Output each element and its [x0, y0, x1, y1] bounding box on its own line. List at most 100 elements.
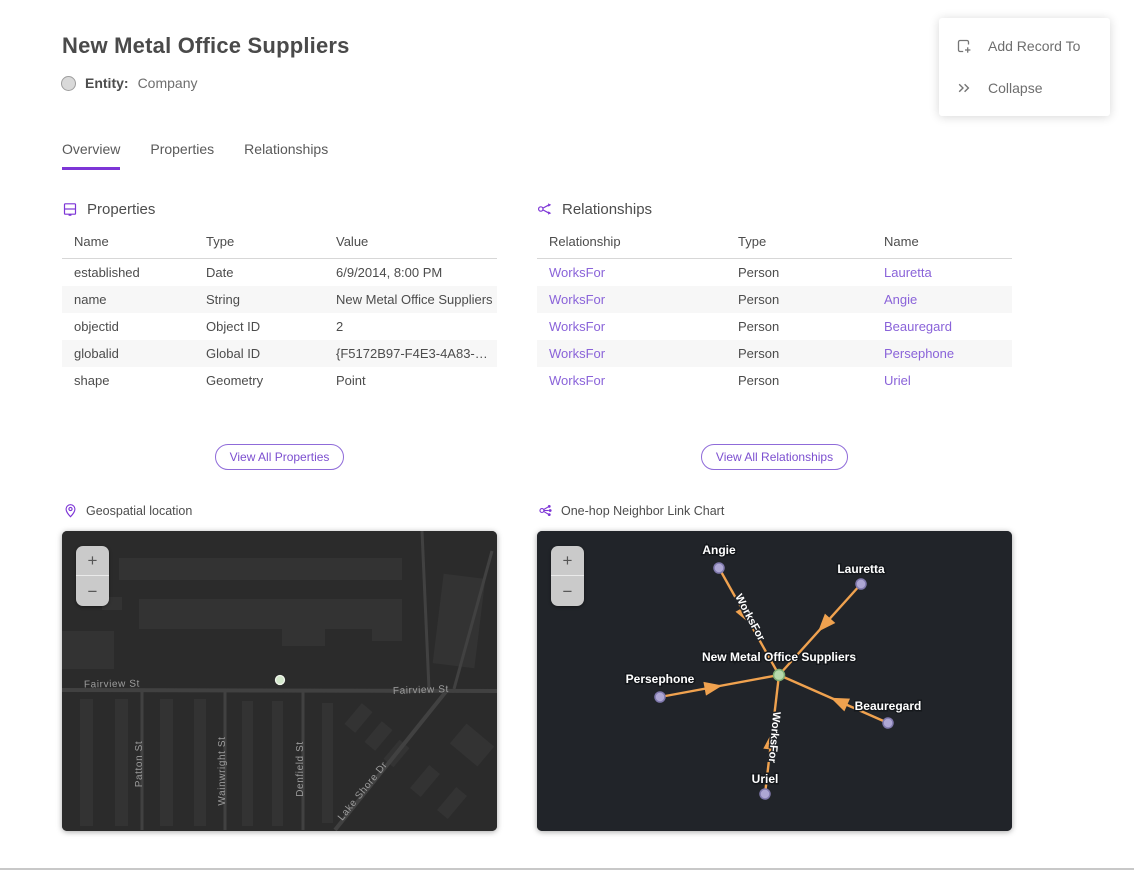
graph-node[interactable] — [882, 717, 894, 729]
street-label: Denfield St — [295, 741, 306, 797]
map-building — [160, 699, 173, 826]
table-row: WorksFor Person Uriel — [537, 367, 1012, 394]
entity-link[interactable]: Beauregard — [884, 319, 952, 334]
table-cell: Person — [738, 373, 780, 388]
graph-node[interactable] — [713, 562, 725, 574]
column-header: Relationship — [537, 219, 738, 259]
zoom-out-button[interactable]: − — [76, 576, 109, 606]
entity-link[interactable]: Uriel — [884, 373, 911, 388]
table-row: objectid Object ID 2 — [62, 313, 497, 340]
relationship-link[interactable]: WorksFor — [549, 292, 606, 307]
table-cell: Global ID — [206, 346, 261, 361]
column-header: Name — [62, 219, 206, 259]
node-label: Lauretta — [837, 562, 885, 576]
table-cell: String — [206, 292, 240, 307]
node-label: Beauregard — [855, 699, 922, 713]
node-label: Angie — [702, 543, 736, 557]
view-all-relationships-button[interactable]: View All Relationships — [700, 444, 849, 470]
link-chart-canvas[interactable]: WorksForWorksForAngieLaurettaBeauregardP… — [537, 531, 1012, 831]
add-record-icon — [957, 39, 971, 53]
map-building — [272, 701, 283, 826]
table-cell: Object ID — [206, 319, 261, 334]
relationship-link[interactable]: WorksFor — [549, 346, 606, 361]
entity-type-value: Company — [137, 75, 198, 91]
map-building — [364, 721, 393, 751]
map-canvas[interactable]: Fairview St Fairview St Patton St Wainwrigh… — [62, 531, 497, 831]
graph-node[interactable] — [855, 578, 867, 590]
map-building — [119, 558, 402, 580]
tab-properties[interactable]: Properties — [150, 141, 215, 157]
table-cell: objectid — [74, 319, 119, 334]
entity-link[interactable]: Angie — [884, 292, 918, 307]
relationship-link[interactable]: WorksFor — [549, 319, 606, 334]
graph-node[interactable] — [759, 788, 771, 800]
collapse-icon — [958, 83, 970, 93]
table-row: WorksFor Person Persephone — [537, 340, 1012, 367]
zoom-out-button[interactable]: − — [551, 576, 584, 606]
menu-item-collapse[interactable]: Collapse — [939, 67, 1110, 109]
table-cell: name — [74, 292, 107, 307]
edge-arrowhead — [830, 697, 851, 712]
tab-overview[interactable]: Overview — [62, 141, 121, 170]
table-cell: {F5172B97-F4E3-4A83-8… — [336, 346, 495, 361]
edge-arrowhead — [703, 681, 723, 696]
table-row: globalid Global ID {F5172B97-F4E3-4A83-8… — [62, 340, 497, 367]
relationships-section: Relationships Relationship Type Name Wor… — [537, 199, 1012, 470]
street-label: Fairview St — [84, 679, 140, 691]
node-label: Persephone — [626, 672, 695, 686]
street-label: Wainwright St — [217, 736, 228, 805]
map-building — [372, 628, 402, 641]
relationships-table: Relationship Type Name WorksFor Person Lau… — [537, 219, 1012, 394]
menu-item-label: Collapse — [988, 80, 1043, 96]
map-building — [139, 599, 402, 629]
map-building — [436, 787, 468, 819]
properties-section: Properties Name Type Value established Da… — [62, 199, 497, 470]
entity-link[interactable]: Lauretta — [884, 265, 932, 280]
map-building — [62, 631, 114, 669]
zoom-in-button[interactable]: + — [76, 546, 109, 576]
street-label: Patton St — [134, 741, 145, 788]
table-row: name String New Metal Office Suppliers — [62, 286, 497, 313]
table-row: WorksFor Person Angie — [537, 286, 1012, 313]
node-label: New Metal Office Suppliers — [702, 650, 856, 664]
geospatial-map-panel: Fairview St Fairview St Patton St Wainwrigh… — [62, 531, 497, 831]
section-title: One-hop Neighbor Link Chart — [561, 503, 725, 518]
table-cell: globalid — [74, 346, 119, 361]
relationship-link[interactable]: WorksFor — [549, 265, 606, 280]
table-cell: Point — [336, 373, 366, 388]
table-cell: Person — [738, 319, 780, 334]
entity-type-icon — [61, 75, 76, 91]
location-marker — [274, 674, 286, 686]
zoom-in-button[interactable]: + — [551, 546, 584, 576]
entity-link[interactable]: Persephone — [884, 346, 955, 361]
table-cell: New Metal Office Suppliers — [336, 292, 493, 307]
column-header: Type — [206, 219, 336, 259]
properties-section-header: Properties — [62, 199, 497, 219]
column-header: Value — [336, 219, 497, 259]
entity-label: Entity: — [85, 75, 129, 91]
relationships-table-body: WorksFor Person Lauretta WorksFor Person Angi… — [537, 259, 1012, 395]
table-header-row: Name Type Value — [62, 219, 497, 259]
section-title: Geospatial location — [86, 503, 193, 518]
menu-item-add-record-to[interactable]: Add Record To — [939, 25, 1110, 67]
map-building — [194, 699, 206, 826]
relationships-icon — [537, 203, 552, 215]
view-all-properties-button[interactable]: View All Properties — [214, 444, 345, 470]
graph-center-node[interactable] — [772, 668, 786, 682]
relationship-link[interactable]: WorksFor — [549, 373, 606, 388]
link-chart-icon — [539, 504, 552, 517]
chart-zoom-control: + − — [551, 546, 584, 606]
table-cell: Person — [738, 346, 780, 361]
graph-node[interactable] — [654, 691, 666, 703]
tab-relationships[interactable]: Relationships — [244, 141, 329, 157]
tab-bar: Overview Properties Relationships — [62, 141, 328, 170]
map-building — [449, 723, 495, 767]
table-row: shape Geometry Point — [62, 367, 497, 394]
map-building — [344, 703, 373, 733]
properties-table-body: established Date 6/9/2014, 8:00 PM name Stri… — [62, 259, 497, 395]
edge-arrowhead — [735, 604, 751, 625]
table-row: established Date 6/9/2014, 8:00 PM — [62, 259, 497, 287]
table-cell: 2 — [336, 319, 344, 334]
map-building — [242, 701, 253, 826]
